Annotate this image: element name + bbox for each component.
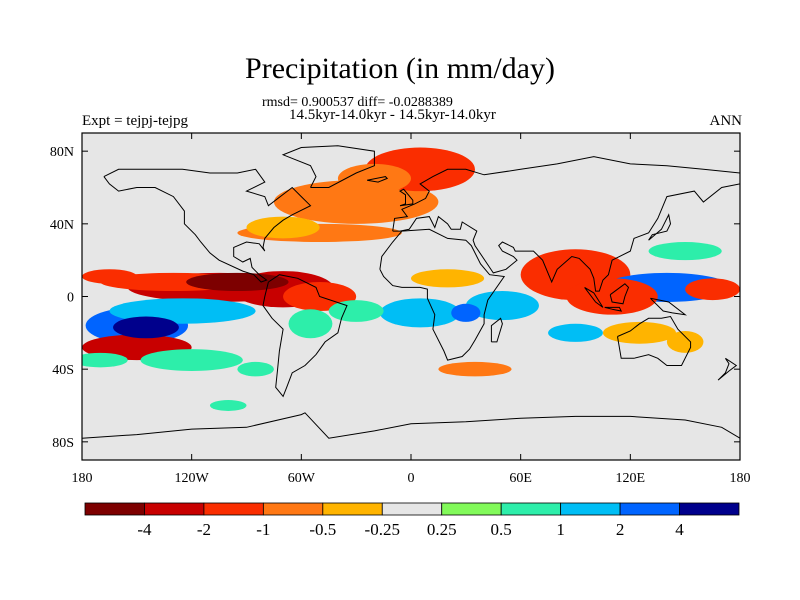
anomaly-region — [548, 323, 603, 342]
colorbar-label: 4 — [675, 520, 684, 539]
coastline-path — [281, 145, 375, 188]
anomaly-region — [438, 361, 512, 377]
coastline-path — [717, 357, 738, 381]
anomaly-region — [666, 331, 704, 353]
anomaly-region — [379, 298, 461, 328]
coastline-path — [262, 274, 348, 398]
colorbar-swatch — [441, 502, 502, 516]
colorbar-swatch — [619, 502, 680, 516]
coastlines — [82, 145, 740, 439]
x-tick-label: 0 — [408, 471, 415, 486]
x-tick-label: 60W — [288, 471, 316, 486]
colorbar-label: 1 — [556, 520, 565, 539]
anomaly-region — [411, 269, 485, 288]
colorbar-label: -2 — [197, 520, 211, 539]
colorbar-swatch — [679, 502, 740, 516]
colorbar-swatch — [144, 502, 205, 516]
colorbar-label: 0.25 — [427, 520, 457, 539]
colorbar-swatch — [560, 502, 621, 516]
anomaly-region — [328, 300, 384, 322]
colorbar-label: 2 — [616, 520, 625, 539]
coastline-path — [648, 213, 672, 241]
coastline-path — [490, 317, 503, 343]
chart-subtitle: 14.5kyr-14.0kyr - 14.5kyr-14.0kyr — [289, 107, 496, 123]
anomaly-region — [273, 180, 439, 224]
colorbar-swatch — [84, 502, 145, 516]
y-tick-label: 40S — [52, 363, 74, 378]
coastline-path — [584, 286, 604, 308]
colorbar-swatch — [203, 502, 264, 516]
colorbar-label: -0.25 — [365, 520, 400, 539]
anomaly-region — [288, 309, 333, 339]
coastline-path — [392, 183, 740, 292]
colorbar-label: 0.5 — [491, 520, 512, 539]
colorbar-label: -4 — [137, 520, 152, 539]
y-tick-label: 80N — [50, 145, 74, 160]
colorbar-swatch — [500, 502, 562, 516]
x-tick-label: 180 — [730, 471, 751, 486]
y-tick-label: 40N — [50, 218, 74, 233]
anomaly-region — [237, 361, 274, 377]
chart-title: Precipitation (in mm/day) — [245, 52, 555, 85]
x-tick-label: 180 — [72, 471, 93, 486]
colorbar-swatch — [262, 502, 324, 516]
axis-ticks: 180 120W 60W 0 60E 120E 180 80N 40N 0 40S 80S — [50, 133, 751, 486]
stats-line: rmsd= 0.900537 diff= -0.0288389 — [262, 95, 453, 110]
experiment-label: Expt = tejpj-tejpg — [82, 113, 188, 129]
y-tick-label: 0 — [67, 291, 74, 306]
x-tick-label: 120E — [616, 471, 646, 486]
anomaly-region — [246, 216, 320, 239]
anomaly-region — [451, 303, 481, 322]
anomaly-region — [209, 400, 247, 411]
coastline-path — [399, 188, 414, 207]
colorbar-swatch — [322, 502, 383, 516]
coastline-path — [392, 156, 740, 232]
coastline-path — [604, 306, 623, 312]
anomaly-region — [113, 316, 179, 339]
coastline-path — [617, 315, 692, 366]
coastline-path — [103, 168, 312, 283]
anomaly-region — [82, 352, 128, 368]
anomaly-region — [82, 269, 137, 284]
coastline-path — [379, 228, 506, 361]
coastline-path — [609, 283, 630, 305]
anomaly-region — [602, 321, 677, 344]
colorbar: -4 -2 -1 -0.5 -0.25 0.25 0.5 1 2 4 — [84, 502, 740, 539]
x-tick-label: 60E — [509, 471, 532, 486]
colorbar-swatch — [381, 502, 443, 516]
anomaly-region — [648, 242, 722, 261]
colorbar-label: -0.5 — [309, 520, 336, 539]
anomaly-region — [685, 278, 740, 301]
colorbar-label: -1 — [256, 520, 270, 539]
coastline-path — [367, 176, 389, 183]
anomaly-region — [566, 278, 658, 315]
x-tick-label: 120W — [175, 471, 210, 486]
y-tick-label: 80S — [52, 436, 74, 451]
coastline-path — [650, 297, 688, 316]
season-label: ANN — [709, 113, 743, 129]
anomaly-region — [140, 349, 243, 371]
coastline-path — [82, 412, 740, 439]
anomaly-region — [186, 272, 289, 292]
